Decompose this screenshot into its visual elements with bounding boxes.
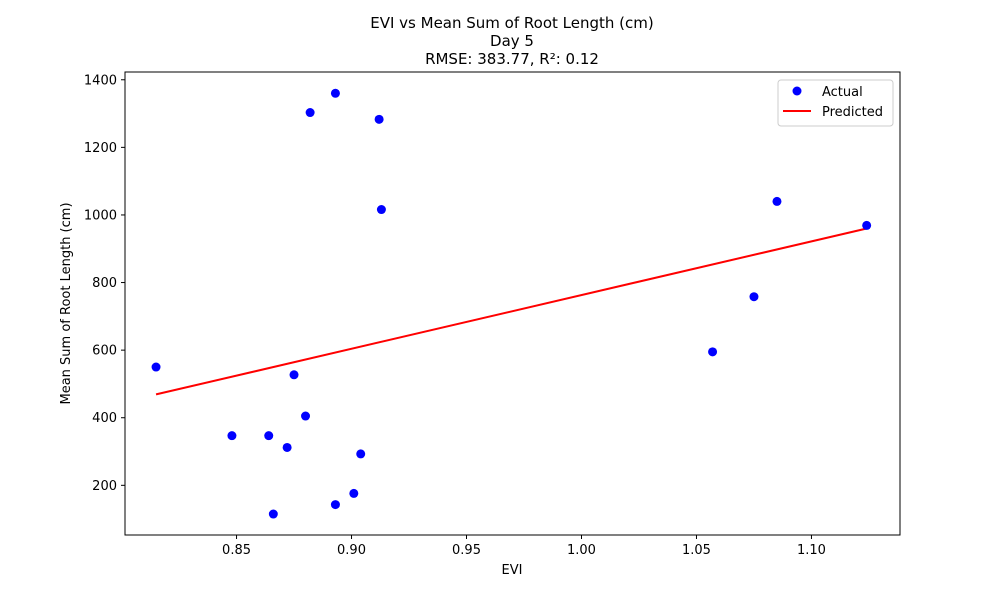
y-axis-label: Mean Sum of Root Length (cm) [59,202,74,404]
actual-point [862,220,872,230]
y-tick-label: 800 [92,276,117,291]
y-tick-label: 200 [92,479,117,494]
actual-point [330,88,340,98]
predicted-line [155,227,867,396]
series-layer [151,88,872,519]
x-tick-label: 1.05 [682,543,711,558]
actual-point [289,370,299,380]
chart-title-line-2: Day 5 [490,32,534,50]
x-axis-label: EVI [502,563,523,578]
x-axis-ticks: 0.85 0.90 0.95 1.00 1.05 1.10 [222,535,826,558]
legend: Actual Predicted [777,79,894,127]
actual-point [301,411,311,421]
actual-point [268,509,278,519]
plot-frame [124,71,901,536]
actual-point [772,196,782,206]
actual-point [349,488,359,498]
actual-point [356,449,366,459]
actual-point [708,347,718,357]
y-tick-label: 1200 [84,141,117,156]
chart-title-line-3: RMSE: 383.77, R²: 0.12 [425,50,599,68]
plot-area [125,72,900,535]
actual-point [282,442,292,452]
actual-point [374,114,384,124]
legend-marker-actual [792,86,802,96]
x-tick-label: 0.90 [337,543,366,558]
x-tick-label: 1.10 [797,543,826,558]
actual-point [376,205,386,215]
y-tick-label: 1400 [84,73,117,88]
actual-point [305,108,315,118]
y-tick-label: 600 [92,344,117,359]
x-tick-label: 0.85 [222,543,251,558]
actual-point [330,500,340,510]
legend-label-actual: Actual [822,85,863,100]
y-axis-ticks: 200 400 600 800 1000 1200 1400 [84,73,125,494]
x-tick-label: 1.00 [567,543,596,558]
actual-point [227,431,237,441]
actual-point [264,431,274,441]
actual-point [151,362,161,372]
chart-title: EVI vs Mean Sum of Root Length (cm) Day … [370,14,653,68]
legend-box [777,79,894,127]
actual-point [749,292,759,302]
y-tick-label: 1000 [84,208,117,223]
x-tick-label: 0.95 [452,543,481,558]
legend-label-predicted: Predicted [822,105,883,120]
y-tick-label: 400 [92,411,117,426]
chart-title-line-1: EVI vs Mean Sum of Root Length (cm) [370,14,653,32]
